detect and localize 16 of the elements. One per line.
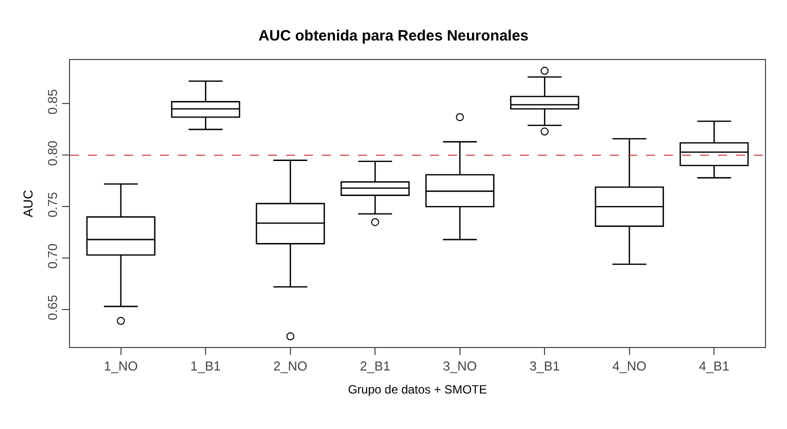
x-tick-label: 4_NO <box>612 358 646 374</box>
x-tick-label: 1_B1 <box>190 358 221 374</box>
y-axis-title: AUC <box>20 190 36 218</box>
x-axis-title: Grupo de datos + SMOTE <box>348 382 488 396</box>
x-tick-label: 3_B1 <box>529 358 560 374</box>
x-tick-label: 2_NO <box>273 358 308 374</box>
y-tick-label: 0.75 <box>44 192 60 218</box>
y-tick-label: 0.85 <box>44 89 60 114</box>
x-tick-label: 2_B1 <box>360 358 390 374</box>
x-tick-label: 4_B1 <box>698 358 730 374</box>
x-tick-label: 1_NO <box>104 358 138 374</box>
x-tick-label: 3_NO <box>442 358 477 374</box>
y-tick-label: 0.70 <box>44 243 60 269</box>
y-tick-label: 0.65 <box>44 294 60 320</box>
chart-title: AUC obtenida para Redes Neuronales <box>258 28 529 45</box>
y-tick-label: 0.80 <box>44 140 60 166</box>
